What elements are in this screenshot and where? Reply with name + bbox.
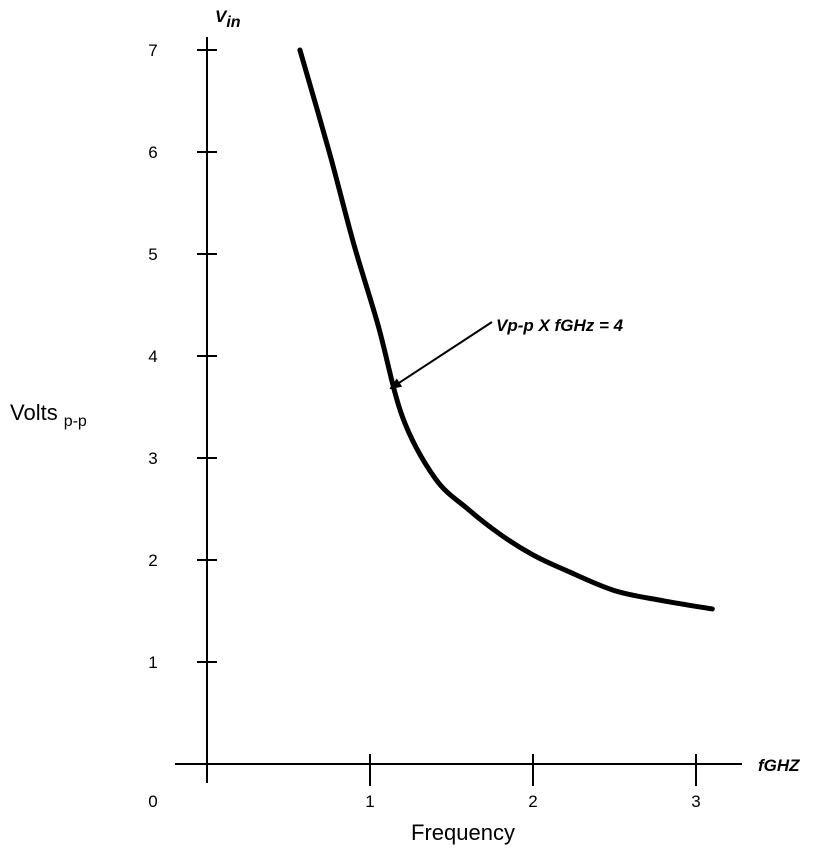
x-tick-label: 2	[528, 792, 537, 811]
y-tick-label: 1	[148, 653, 157, 672]
y-axis-var-label: Vin	[215, 7, 241, 31]
y-tick-label: 6	[148, 143, 157, 162]
annotation-label: Vp-p X fGHz = 4	[496, 316, 624, 335]
annotation-arrow	[389, 321, 493, 390]
y-tick-label: 3	[148, 449, 157, 468]
series-group	[297, 47, 715, 612]
series-line	[297, 47, 715, 612]
y-tick-label: 7	[148, 41, 157, 60]
x-axis-var-label: fGHZ	[758, 756, 800, 775]
y-axis-title: Volts p-p	[10, 400, 87, 430]
y-tick-label: 2	[148, 551, 157, 570]
y-axis-var: V	[215, 7, 228, 26]
x-axis-title: Frequency	[411, 820, 515, 845]
y-axis-title-main: Volts	[10, 400, 58, 425]
y-axis-title-sub: p-p	[64, 413, 87, 430]
y-ticks: 1 2 3 4 5 6 7	[148, 41, 217, 672]
x-tick-label: 3	[691, 792, 700, 811]
y-axis-var-sub: in	[226, 14, 240, 31]
origin-label: 0	[148, 792, 157, 811]
x-ticks: 1 2 3	[365, 754, 701, 811]
y-tick-label: 4	[148, 347, 157, 366]
y-tick-label: 5	[148, 245, 157, 264]
x-tick-label: 1	[365, 792, 374, 811]
